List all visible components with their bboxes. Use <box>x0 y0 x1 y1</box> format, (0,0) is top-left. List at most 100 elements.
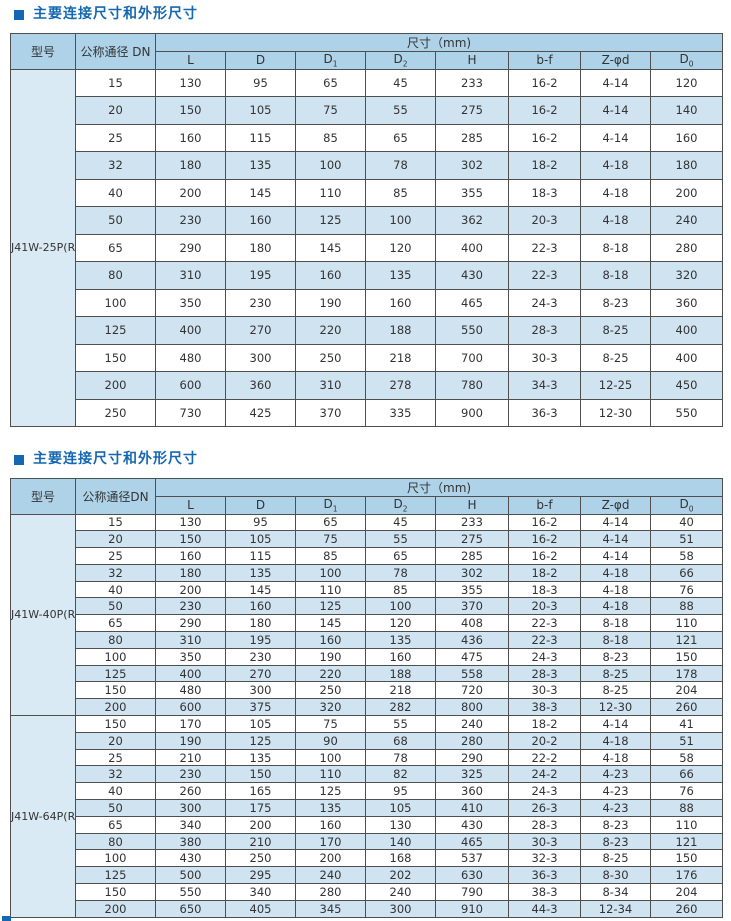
value-cell: 233 <box>435 68 509 97</box>
value-cell: 18-2 <box>508 563 581 582</box>
value-cell: 537 <box>435 849 509 868</box>
value-cell: 800 <box>435 698 509 717</box>
value-cell: 290 <box>435 748 509 767</box>
value-cell: 100 <box>295 748 366 767</box>
value-cell: 36-3 <box>508 398 581 427</box>
dim-column-header: b-f <box>508 51 581 70</box>
value-cell: 4-14 <box>580 123 651 152</box>
value-cell: 475 <box>435 647 509 666</box>
value-cell: 110 <box>649 614 724 633</box>
value-cell: 95 <box>225 513 296 532</box>
value-cell: 910 <box>435 899 509 918</box>
value-cell: 4-18 <box>580 580 651 599</box>
value-cell: 68 <box>365 731 436 750</box>
value-cell: 480 <box>155 343 226 372</box>
value-cell: 78 <box>365 563 436 582</box>
value-cell: 100 <box>295 563 366 582</box>
dn-cell: 15 <box>75 513 156 532</box>
value-cell: 110 <box>649 815 724 834</box>
table-row: 40 200 145 110 85 355 18-3 4-18 200 <box>11 178 724 207</box>
value-cell: 178 <box>649 664 724 683</box>
table-row: 25 210 135 100 78 290 22-2 4-18 58 <box>11 748 724 767</box>
value-cell: 110 <box>295 580 366 599</box>
value-cell: 200 <box>225 815 296 834</box>
table-row: 20 150 105 75 55 275 16-2 4-14 140 <box>11 96 724 125</box>
value-cell: 18-3 <box>508 580 581 599</box>
table-row: 100 350 230 190 160 475 24-3 8-23 150 <box>11 647 724 666</box>
model-cell: J41W-40P(R) <box>10 513 76 717</box>
table-header-row: 型号 公称通径DN 尺寸（mm) <box>10 478 724 515</box>
value-cell: 410 <box>435 799 509 817</box>
value-cell: 8-23 <box>580 288 651 317</box>
model-column-header: 型号 <box>10 478 76 515</box>
value-cell: 340 <box>225 883 296 901</box>
value-cell: 220 <box>295 316 366 345</box>
value-cell: 218 <box>365 681 436 700</box>
value-cell: 430 <box>435 815 509 834</box>
value-cell: 115 <box>225 123 296 152</box>
value-cell: 350 <box>155 288 226 317</box>
value-cell: 82 <box>365 765 436 784</box>
section-title-2: 主要连接尺寸和外形尺寸 <box>14 452 198 467</box>
value-cell: 88 <box>649 799 724 817</box>
dn-cell: 20 <box>75 731 156 750</box>
value-cell: 285 <box>435 547 509 565</box>
value-cell: 150 <box>649 849 724 868</box>
value-cell: 66 <box>649 563 724 582</box>
dn-cell: 200 <box>75 698 156 717</box>
value-cell: 65 <box>295 68 366 97</box>
value-cell: 55 <box>365 530 436 549</box>
value-cell: 58 <box>649 547 724 565</box>
value-cell: 105 <box>225 530 296 549</box>
value-cell: 44-3 <box>508 899 581 918</box>
size-group-header: 尺寸（mm) <box>154 478 724 497</box>
dim-column-header: D <box>225 496 296 515</box>
table-row: 25 160 115 85 65 285 16-2 4-14 160 <box>11 123 724 152</box>
value-cell: 18-2 <box>508 715 581 733</box>
value-cell: 165 <box>225 782 296 801</box>
dn-cell: 65 <box>75 614 156 633</box>
value-cell: 12-30 <box>580 398 651 427</box>
value-cell: 360 <box>435 782 509 801</box>
value-cell: 200 <box>649 178 724 207</box>
value-cell: 28-3 <box>508 664 581 683</box>
value-cell: 12-34 <box>580 899 651 918</box>
value-cell: 302 <box>435 151 509 180</box>
value-cell: 260 <box>649 899 724 918</box>
value-cell: 12-30 <box>580 698 651 717</box>
dn-cell: 125 <box>75 866 156 885</box>
value-cell: 145 <box>225 580 296 599</box>
value-cell: 18-3 <box>508 178 581 207</box>
value-cell: 425 <box>225 398 296 427</box>
value-cell: 85 <box>365 580 436 599</box>
value-cell: 8-18 <box>580 614 651 633</box>
value-cell: 900 <box>435 398 509 427</box>
dn-cell: 32 <box>75 151 156 180</box>
value-cell: 280 <box>295 883 366 901</box>
table-header-row: 型号 公称通径 DN 尺寸（mm) <box>10 33 724 70</box>
value-cell: 550 <box>155 883 226 901</box>
value-cell: 32-3 <box>508 849 581 868</box>
value-cell: 135 <box>365 261 436 290</box>
value-cell: 85 <box>295 547 366 565</box>
value-cell: 75 <box>295 96 366 125</box>
value-cell: 150 <box>155 530 226 549</box>
value-cell: 125 <box>225 731 296 750</box>
value-cell: 45 <box>365 68 436 97</box>
table-row: 65 340 200 160 130 430 28-3 8-23 110 <box>11 815 724 834</box>
value-cell: 400 <box>155 316 226 345</box>
dim-column-header: D0 <box>649 51 724 70</box>
dim-column-header: H <box>435 51 509 70</box>
table-row: 150 550 340 280 240 790 38-3 8-34 204 <box>11 883 724 901</box>
table-row: 80 310 195 160 135 430 22-3 8-18 320 <box>11 261 724 290</box>
value-cell: 295 <box>225 866 296 885</box>
value-cell: 200 <box>155 178 226 207</box>
value-cell: 168 <box>365 849 436 868</box>
value-cell: 4-18 <box>580 563 651 582</box>
value-cell: 55 <box>365 715 436 733</box>
value-cell: 8-25 <box>580 316 651 345</box>
value-cell: 4-14 <box>580 530 651 549</box>
value-cell: 375 <box>225 698 296 717</box>
dn-cell: 20 <box>75 530 156 549</box>
value-cell: 240 <box>365 883 436 901</box>
